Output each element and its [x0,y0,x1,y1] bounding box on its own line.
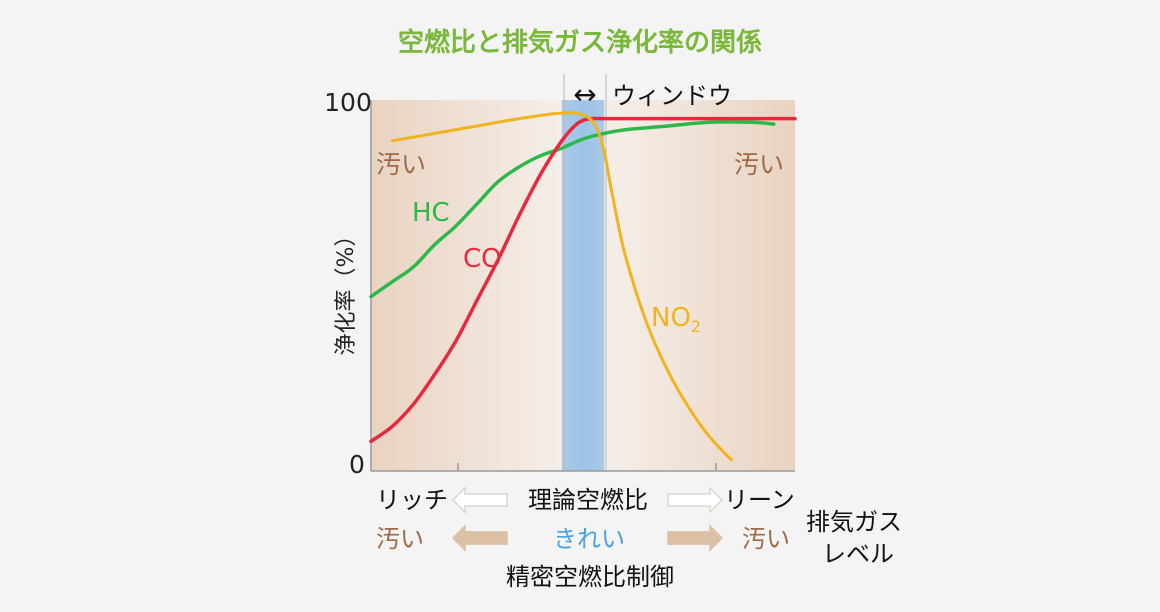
series-no2-line [390,111,733,462]
series-co-line [369,116,797,444]
right-arrow-shape [667,524,724,552]
annotation-left-dirty: 汚い [376,150,426,179]
left-arrow-shape [451,524,508,552]
series-label-co: CO [463,244,502,274]
y-axis-label: 浄化率（%） [334,225,359,356]
filled-arrow-left [451,524,508,552]
x-label-right-dirty: 汚い [742,525,790,553]
annotation-right-dirty: 汚い [734,150,784,179]
chart-title: 空燃比と排気ガス浄化率の関係 [398,27,762,58]
x-label-left-dirty: 汚い [376,525,424,553]
y-tick-100: 100 [324,88,372,117]
x-label-rich: リッチ [376,486,448,514]
window-label: ウィンドウ [612,82,732,110]
filled-arrow-right [667,524,724,552]
hollow-arrow-left [451,486,508,514]
x-label-lean: リーン [724,486,795,514]
series-label-no2: NO2 [651,303,701,336]
exhaust-level-label-line1: 排気ガス [806,508,902,536]
window-arrow: ↔ [573,78,596,111]
hollow-arrow-right [667,486,724,514]
x-label-clean: きれい [553,525,625,553]
y-tick-0: 0 [349,450,365,479]
series-label-hc: HC [412,198,450,228]
x-label-precision-control: 精密空燃比制御 [506,563,674,591]
window-band [561,100,605,471]
x-label-stoichiometric: 理論空燃比 [528,486,648,514]
series-hc-line [369,120,776,299]
left-arrow-shape [451,486,508,514]
exhaust-level-label-line2: レベル [822,540,894,568]
right-arrow-shape [667,486,724,514]
